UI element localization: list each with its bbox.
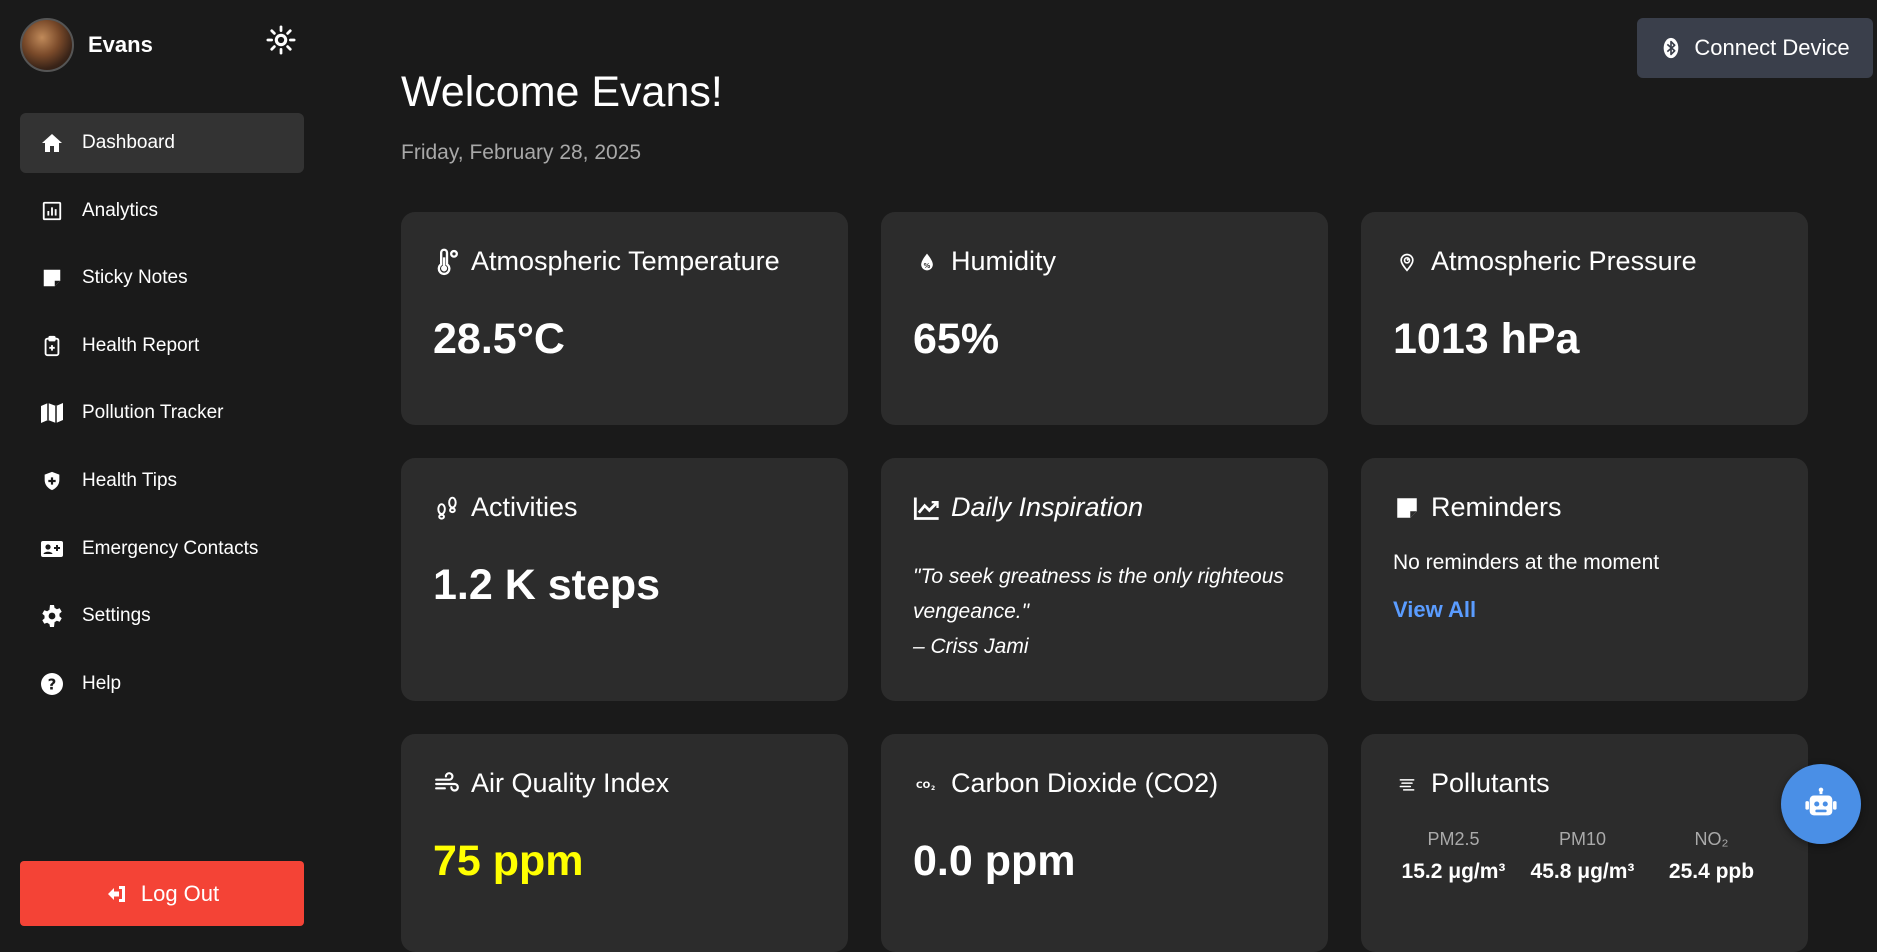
chart-icon: [40, 199, 64, 223]
pollutants-card: Pollutants PM2.5 15.2 μg/m³ PM10 45.8 μg…: [1361, 734, 1808, 952]
connect-device-label: Connect Device: [1694, 35, 1850, 60]
droplet-icon: %: [913, 248, 941, 276]
theme-toggle-sun-icon[interactable]: [266, 25, 296, 55]
card-title: Daily Inspiration: [951, 492, 1144, 522]
sidebar-item-label: Health Tips: [82, 469, 178, 491]
gear-icon: [40, 604, 64, 628]
quote-text: "To seek greatness is the only righteous…: [913, 565, 1284, 623]
pollutant-value: 45.8 μg/m³: [1530, 860, 1635, 883]
footprints-icon: [433, 494, 461, 522]
pollutant-label: PM2.5: [1427, 829, 1480, 849]
bluetooth-icon: [1660, 37, 1682, 59]
co2-value: 0.0 ppm: [913, 837, 1076, 885]
card-title: Activities: [471, 492, 578, 522]
sidebar-item-label: Health Report: [82, 334, 200, 356]
current-date: Friday, February 28, 2025: [401, 141, 642, 164]
humidity-value: 65%: [913, 315, 1000, 363]
aqi-card: Air Quality Index 75 ppm: [401, 734, 848, 952]
user-profile[interactable]: Evans: [20, 18, 153, 72]
card-title: Atmospheric Temperature: [471, 246, 780, 276]
sidebar-item-label: Emergency Contacts: [82, 537, 259, 559]
inspiration-card: Daily Inspiration "To seek greatness is …: [881, 458, 1328, 701]
avatar: [20, 18, 74, 72]
activities-value: 1.2 K steps: [433, 561, 661, 609]
sidebar-item-health-tips[interactable]: Health Tips: [20, 451, 304, 511]
sidebar-item-help[interactable]: ? Help: [20, 654, 304, 714]
sidebar-item-label: Help: [82, 672, 122, 694]
card-title: Reminders: [1431, 492, 1562, 522]
sidebar-item-label: Analytics: [82, 199, 159, 221]
pollutant-value: 25.4 ppb: [1668, 860, 1755, 883]
connect-device-button[interactable]: Connect Device: [1637, 18, 1873, 78]
robot-icon: [1804, 787, 1838, 821]
pollutant-value: 15.2 μg/m³: [1401, 860, 1506, 883]
pollutant-item: PM10 45.8 μg/m³: [1518, 829, 1647, 884]
sidebar-item-analytics[interactable]: Analytics: [20, 181, 304, 241]
co2-card: CO 2 Carbon Dioxide (CO2) 0.0 ppm: [881, 734, 1328, 952]
logout-icon: [105, 882, 129, 906]
pollutant-label: NO₂: [1694, 829, 1729, 849]
sidebar-item-dashboard[interactable]: Dashboard: [20, 113, 304, 173]
card-title: Air Quality Index: [471, 768, 670, 798]
pressure-card: Atmospheric Pressure 1013 hPa: [1361, 212, 1808, 425]
wind-icon: [433, 770, 461, 798]
sidebar-item-label: Pollution Tracker: [82, 402, 224, 424]
reminders-empty-text: No reminders at the moment: [1393, 551, 1660, 574]
view-all-link[interactable]: View All: [1393, 597, 1477, 622]
sidebar-item-label: Dashboard: [82, 132, 175, 153]
help-icon: ?: [40, 672, 64, 696]
home-icon: [40, 131, 64, 155]
temperature-value: 28.5°C: [433, 315, 565, 363]
profile-name: Evans: [88, 32, 153, 57]
pollutant-label: PM10: [1558, 829, 1607, 849]
activities-card: Activities 1.2 K steps: [401, 458, 848, 701]
clipboard-icon: [40, 334, 64, 358]
chatbot-button[interactable]: [1781, 764, 1861, 844]
sticky-note-icon: [1393, 494, 1421, 522]
aqi-value: 75 ppm: [433, 837, 584, 885]
sidebar-item-health-report[interactable]: Health Report: [20, 316, 304, 376]
logout-button[interactable]: Log Out: [20, 861, 304, 926]
quote-author: – Criss Jami: [913, 635, 1029, 658]
humidity-card: % Humidity 65%: [881, 212, 1328, 425]
svg-text:2: 2: [931, 785, 935, 792]
sticky-note-icon: [40, 266, 64, 290]
reminders-card: Reminders No reminders at the moment Vie…: [1361, 458, 1808, 701]
sidebar-item-emergency-contacts[interactable]: Emergency Contacts: [20, 519, 304, 579]
card-title: Atmospheric Pressure: [1431, 246, 1697, 276]
sidebar-item-label: Sticky Notes: [82, 267, 188, 289]
pollutant-item: NO₂ 25.4 ppb: [1647, 829, 1776, 884]
thermometer-icon: [433, 248, 461, 276]
sidebar-item-label: Settings: [82, 605, 151, 627]
svg-text:%: %: [924, 261, 931, 269]
sidebar-item-settings[interactable]: Settings: [20, 586, 304, 646]
temperature-card: Atmospheric Temperature 28.5°C: [401, 212, 848, 425]
contact-card-icon: [40, 537, 64, 561]
sidebar-item-sticky-notes[interactable]: Sticky Notes: [20, 248, 304, 308]
shield-icon: [40, 469, 64, 493]
filter-lines-icon: [1393, 770, 1421, 798]
sidebar-nav: Dashboard Analytics Sticky Notes Health …: [20, 113, 304, 721]
page-title: Welcome Evans!: [401, 68, 723, 116]
card-title: Carbon Dioxide (CO2): [951, 768, 1219, 798]
card-title: Pollutants: [1431, 768, 1550, 798]
card-title: Humidity: [951, 246, 1057, 276]
svg-text:CO: CO: [916, 781, 931, 791]
sidebar: Evans Dashboard Analytics: [0, 0, 325, 952]
sidebar-item-pollution-tracker[interactable]: Pollution Tracker: [20, 383, 304, 443]
logout-label: Log Out: [140, 880, 220, 906]
gauge-icon: [1393, 248, 1421, 276]
pressure-value: 1013 hPa: [1393, 315, 1580, 363]
map-icon: [40, 401, 64, 425]
svg-text:?: ?: [48, 675, 57, 693]
pollutants-list: PM2.5 15.2 μg/m³ PM10 45.8 μg/m³ NO₂ 25.…: [1389, 829, 1776, 884]
trend-chart-icon: [913, 494, 941, 522]
co2-icon: CO 2: [913, 770, 941, 798]
pollutant-item: PM2.5 15.2 μg/m³: [1389, 829, 1518, 884]
